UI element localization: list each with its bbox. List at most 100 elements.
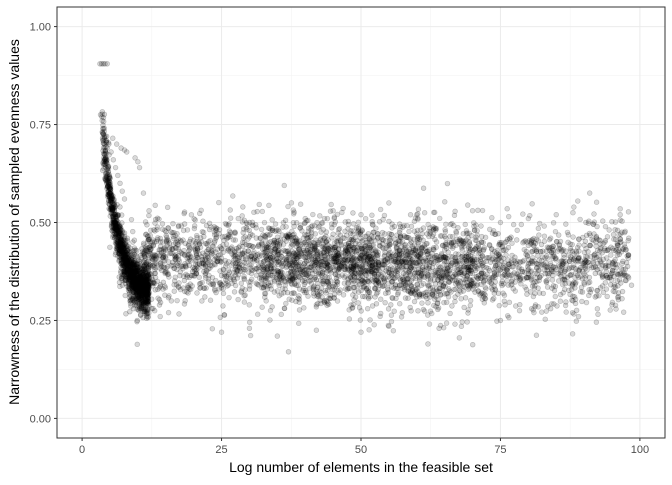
data-point <box>226 268 231 273</box>
data-point <box>576 314 581 319</box>
data-point <box>255 312 260 317</box>
data-point <box>408 273 413 278</box>
data-point <box>426 342 431 347</box>
data-point <box>476 276 481 281</box>
data-point <box>391 276 396 281</box>
data-point <box>221 250 226 255</box>
data-point <box>223 234 228 239</box>
data-point <box>625 264 630 269</box>
data-point <box>111 194 116 199</box>
data-point <box>105 61 110 66</box>
data-point <box>335 280 340 285</box>
data-point <box>346 222 351 227</box>
data-point <box>420 301 425 306</box>
data-point <box>475 208 480 213</box>
data-point <box>409 224 414 229</box>
data-point <box>192 217 197 222</box>
data-point <box>144 292 149 297</box>
data-point <box>295 249 300 254</box>
data-point <box>104 171 109 176</box>
data-point <box>455 292 460 297</box>
data-point <box>568 273 573 278</box>
data-point <box>151 280 156 285</box>
data-point <box>561 290 566 295</box>
data-point <box>317 213 322 218</box>
data-point <box>580 290 585 295</box>
data-point <box>586 249 591 254</box>
data-point <box>462 257 467 262</box>
data-point <box>289 281 294 286</box>
data-point <box>570 331 575 336</box>
data-point <box>567 259 572 264</box>
data-point <box>189 212 194 217</box>
data-point <box>462 305 467 310</box>
data-point <box>498 220 503 225</box>
data-point <box>442 234 447 239</box>
data-point <box>530 201 535 206</box>
data-point <box>296 321 301 326</box>
data-point <box>135 291 140 296</box>
data-point <box>294 220 299 225</box>
data-point <box>520 212 525 217</box>
data-point <box>443 284 448 289</box>
data-point <box>596 293 601 298</box>
data-point <box>558 299 563 304</box>
data-point <box>121 260 126 265</box>
data-point <box>216 200 221 205</box>
data-point <box>437 282 442 287</box>
data-point <box>575 245 580 250</box>
data-point <box>119 276 124 281</box>
data-point <box>139 306 144 311</box>
data-point <box>594 320 599 325</box>
data-point <box>618 237 623 242</box>
data-point <box>125 273 130 278</box>
data-point <box>335 240 340 245</box>
data-point <box>392 271 397 276</box>
data-point <box>267 226 272 231</box>
data-point <box>281 220 286 225</box>
data-point <box>247 280 252 285</box>
data-point <box>574 251 579 256</box>
data-point <box>512 255 517 260</box>
data-point <box>481 280 486 285</box>
data-point <box>221 242 226 247</box>
data-point <box>365 279 370 284</box>
data-point <box>128 278 133 283</box>
data-point <box>521 240 526 245</box>
data-point <box>146 213 151 218</box>
data-point <box>117 284 122 289</box>
data-point <box>321 282 326 287</box>
data-point <box>523 285 528 290</box>
data-point <box>107 245 112 250</box>
data-point <box>613 303 618 308</box>
data-point <box>108 185 113 190</box>
data-point <box>197 211 202 216</box>
data-point <box>412 243 417 248</box>
data-point <box>336 268 341 273</box>
data-point <box>589 265 594 270</box>
data-point <box>221 304 226 309</box>
data-point <box>152 308 157 313</box>
data-point <box>551 283 556 288</box>
data-point <box>130 283 135 288</box>
data-point <box>550 278 555 283</box>
data-point <box>322 299 327 304</box>
data-point <box>346 286 351 291</box>
data-point <box>332 215 337 220</box>
data-point <box>583 258 588 263</box>
data-point <box>432 210 437 215</box>
data-point <box>500 283 505 288</box>
data-point <box>243 267 248 272</box>
data-point <box>390 296 395 301</box>
data-point <box>544 309 549 314</box>
data-point <box>408 291 413 296</box>
data-point <box>607 260 612 265</box>
data-point <box>161 265 166 270</box>
data-point <box>282 183 287 188</box>
data-point <box>259 241 264 246</box>
data-point <box>257 202 262 207</box>
data-point <box>101 131 106 136</box>
data-point <box>165 272 170 277</box>
data-point <box>153 271 158 276</box>
data-point <box>406 253 411 258</box>
